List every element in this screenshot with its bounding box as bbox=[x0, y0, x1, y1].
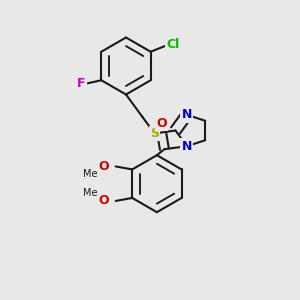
Text: Cl: Cl bbox=[167, 38, 180, 51]
Text: Me: Me bbox=[83, 188, 98, 198]
Text: F: F bbox=[77, 77, 86, 90]
Text: O: O bbox=[98, 160, 109, 173]
Text: O: O bbox=[156, 117, 167, 130]
Text: Me: Me bbox=[83, 169, 98, 179]
Text: N: N bbox=[182, 140, 192, 153]
Text: N: N bbox=[182, 108, 192, 121]
Text: S: S bbox=[150, 127, 159, 140]
Text: O: O bbox=[98, 194, 109, 207]
